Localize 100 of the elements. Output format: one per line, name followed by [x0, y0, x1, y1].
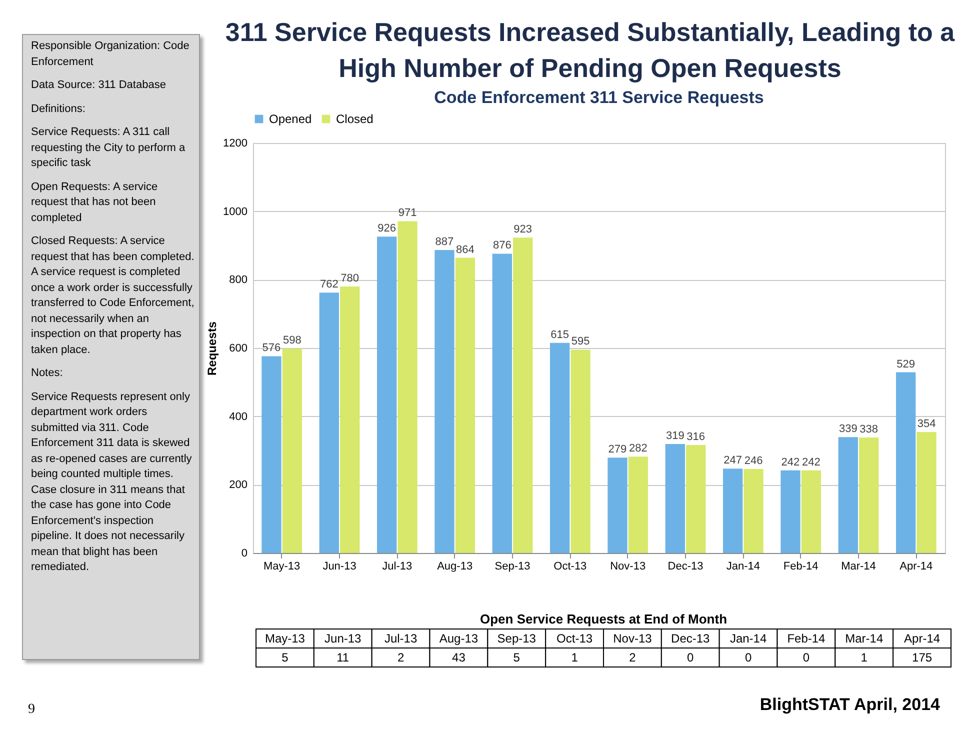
legend-label: Closed	[336, 112, 374, 126]
data-label: 1	[860, 650, 868, 664]
data-label: 864	[456, 244, 474, 256]
x-tick-label: Aug-13	[437, 560, 473, 572]
bar	[492, 254, 512, 553]
data-label: 598	[283, 334, 302, 347]
text: Open Service Requests at End of Month	[480, 612, 728, 626]
bar	[570, 350, 590, 553]
data-label: 338	[860, 424, 878, 436]
data-label: 5	[282, 650, 289, 664]
data-label: 242	[802, 456, 820, 468]
x-tick-label: Mar-14	[841, 560, 876, 572]
text: Definitions:	[31, 102, 86, 116]
category-label: Nov-13	[613, 632, 652, 646]
bar	[744, 468, 764, 553]
chart-subtitle: Code Enforcement 311 Service Requests	[434, 88, 764, 107]
data-label: 279	[608, 444, 627, 456]
data-label: 0	[687, 650, 694, 664]
bar	[282, 348, 302, 553]
bar	[780, 470, 800, 553]
y-axis-title: Requests	[205, 321, 220, 376]
bar	[434, 250, 454, 553]
data-label: 175	[912, 650, 932, 664]
bar	[513, 238, 533, 553]
category-label: Dec-13	[671, 632, 710, 646]
x-tick-label: Dec-13	[668, 560, 704, 572]
bar	[896, 372, 916, 553]
category-label: Mar-14	[845, 632, 884, 646]
data-label: 5	[513, 650, 520, 664]
category-label: Jul-13	[384, 632, 418, 646]
y-tick-label: 0	[241, 548, 248, 560]
bar	[376, 236, 397, 553]
data-label: 2	[629, 650, 636, 664]
chart-title: 311 Service Requests Increased Substantially, Leading to a High Number of Pending Open Requests	[224, 16, 956, 85]
bar	[838, 437, 858, 553]
data-label: 247	[724, 454, 742, 467]
data-label: 615	[550, 328, 569, 341]
x-tick-label: Jul-13	[382, 560, 412, 572]
data-label: 0	[802, 650, 810, 664]
data-label: 242	[781, 456, 800, 468]
bar	[722, 468, 743, 553]
data-label: 780	[340, 272, 360, 284]
bar	[859, 438, 879, 553]
x-tick-label: Jun-13	[322, 560, 356, 572]
category-label: Aug-13	[439, 632, 478, 646]
data-label: 876	[492, 240, 512, 252]
text: 9	[28, 702, 35, 718]
text: Closed Requests: A service request that has been completed. A service request is completed once a work order is successfully transferred to Code Enforcement, not necessarily when an inspection on that property has taken place.	[31, 234, 196, 358]
y-tick-label: 1000	[223, 206, 248, 218]
y-tick-label: 400	[229, 410, 248, 423]
y-tick-label: 200	[229, 479, 248, 492]
text: Open Requests: A service request that has not been completed	[31, 180, 159, 226]
text: Notes:	[31, 366, 64, 381]
data-label: 529	[896, 358, 915, 370]
data-label: 923	[514, 224, 532, 236]
category-label: May-13	[264, 632, 306, 646]
x-tick-label: Apr-14	[900, 560, 933, 572]
data-label: 595	[571, 336, 590, 348]
data-label: 576	[262, 342, 281, 354]
text: BlightSTAT April, 2014	[760, 695, 940, 715]
bar	[686, 445, 706, 553]
data-label: 971	[398, 207, 417, 220]
category-label: Sep-13	[497, 632, 536, 646]
category-label: Jan-14	[730, 632, 767, 646]
data-label: 43	[452, 650, 466, 664]
bar	[262, 356, 282, 553]
bar	[801, 470, 822, 553]
data-label: 319	[666, 430, 684, 442]
x-tick-label: May-13	[263, 560, 300, 572]
category-label: Jun-13	[324, 632, 362, 646]
data-label: 282	[629, 442, 648, 455]
y-tick-label: 600	[229, 342, 248, 354]
data-label: 246	[744, 454, 763, 467]
category-label: Oct-13	[556, 632, 593, 646]
data-label: 762	[320, 278, 338, 291]
category-label: Apr-14	[904, 632, 940, 646]
bar	[665, 444, 685, 553]
legend-label: Opened	[269, 112, 312, 126]
data-label: 339	[838, 423, 858, 436]
data-label: 354	[917, 418, 936, 430]
data-label: 11	[336, 650, 350, 664]
x-tick-label: Feb-14	[783, 560, 818, 572]
x-tick-label: Jan-14	[726, 560, 760, 572]
bar	[628, 456, 648, 553]
data-label: 926	[378, 222, 396, 235]
source-note: Data Source: 311 Database	[31, 78, 167, 93]
text: Service Requests represent only department work orders submitted via 311. Code Enforcement 311 data is skewed as re-opened cases are currently being counted multiple times. Case closure in 311 means that the case has gone into Code Enforcement's inspection pipeline. It does not necessarily mean that blight has been remediated.	[31, 390, 192, 573]
data-label: 2	[397, 650, 404, 664]
bar	[398, 221, 418, 553]
bar	[550, 342, 570, 553]
data-label: 0	[744, 650, 752, 664]
text: Responsible Organization: Code Enforcement	[31, 39, 190, 70]
bar	[916, 432, 936, 553]
bar	[608, 458, 628, 553]
y-tick-label: 800	[229, 274, 248, 286]
data-label: 887	[435, 236, 454, 248]
category-label: Feb-14	[787, 632, 826, 646]
data-label: 316	[686, 431, 706, 444]
bar	[319, 292, 339, 553]
x-tick-label: Sep-13	[494, 560, 530, 572]
